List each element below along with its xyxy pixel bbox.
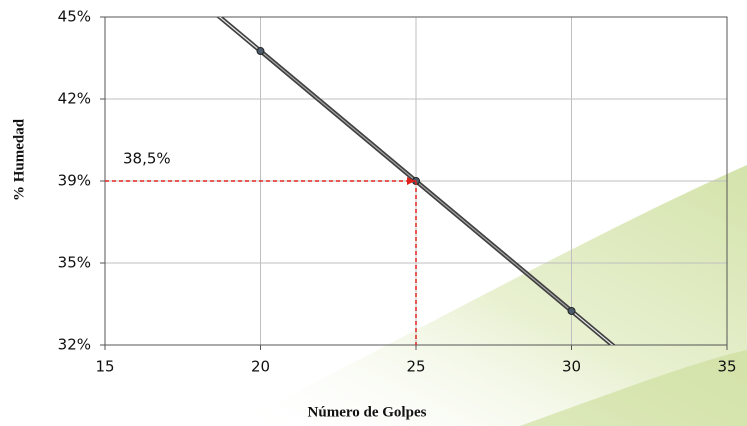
y-tick-label: 39% bbox=[58, 172, 91, 190]
data-point bbox=[256, 47, 265, 56]
annotation: 38,5% bbox=[123, 150, 171, 168]
y-tick-label: 35% bbox=[58, 254, 91, 272]
y-tick-label: 45% bbox=[58, 8, 91, 26]
x-tick-label: 35 bbox=[717, 358, 736, 376]
x-tick-label: 15 bbox=[95, 358, 114, 376]
x-tick-label: 25 bbox=[406, 358, 425, 376]
y-tick-label: 32% bbox=[58, 336, 91, 354]
x-tick-label: 20 bbox=[251, 358, 270, 376]
x-tick-label: 30 bbox=[562, 358, 581, 376]
y-tick-label: 42% bbox=[58, 90, 91, 108]
data-point bbox=[567, 306, 576, 315]
reference-arrow bbox=[407, 177, 415, 185]
x-axis-label: Número de Golpes bbox=[308, 404, 427, 420]
background-swoosh bbox=[230, 165, 747, 426]
plot: 32% 35% 39% 42% 45% 15 20 25 30 35 38,5% bbox=[58, 8, 737, 376]
background-swoosh bbox=[520, 350, 747, 426]
y-axis-label: % Humedad bbox=[11, 118, 27, 201]
